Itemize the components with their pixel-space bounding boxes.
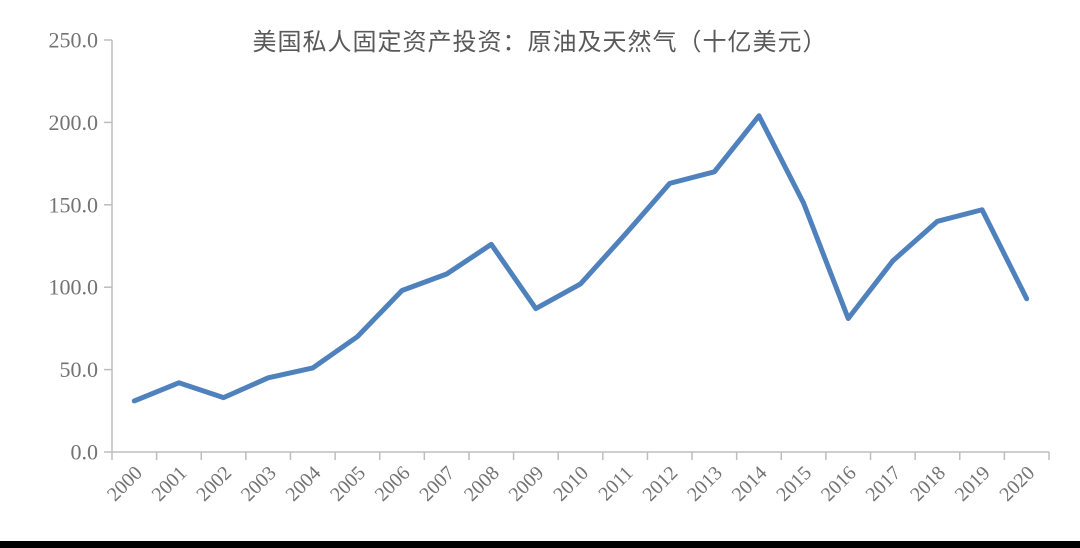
x-tick-label: 2005 bbox=[326, 462, 370, 506]
x-tick-label: 2010 bbox=[549, 462, 593, 506]
y-tick-label: 250.0 bbox=[49, 28, 99, 53]
bottom-divider bbox=[0, 541, 1080, 548]
x-tick-label: 2012 bbox=[638, 462, 682, 506]
x-tick-label: 2007 bbox=[415, 462, 459, 506]
x-tick-label: 2008 bbox=[460, 462, 504, 506]
data-line-series bbox=[131, 113, 1030, 404]
x-tick-label: 2006 bbox=[371, 462, 415, 506]
x-tick-label: 2014 bbox=[728, 462, 772, 506]
x-tick-label: 2001 bbox=[148, 462, 192, 506]
x-tick-label: 2013 bbox=[683, 462, 727, 506]
y-tick-label: 200.0 bbox=[49, 110, 99, 135]
y-tick-label: 0.0 bbox=[71, 440, 99, 465]
y-tick-label: 50.0 bbox=[60, 357, 99, 382]
x-tick-label: 2009 bbox=[505, 462, 549, 506]
y-tick-label: 100.0 bbox=[49, 275, 99, 300]
x-tick-label: 2004 bbox=[281, 462, 325, 506]
x-tick-label: 2019 bbox=[951, 462, 995, 506]
x-tick-label: 2017 bbox=[862, 462, 906, 506]
x-tick-label: 2000 bbox=[103, 462, 147, 506]
x-tick-label: 2018 bbox=[906, 462, 950, 506]
x-tick-label: 2011 bbox=[594, 462, 637, 505]
x-tick-label: 2002 bbox=[192, 462, 236, 506]
x-tick-label: 2015 bbox=[772, 462, 816, 506]
x-tick-label: 2016 bbox=[817, 462, 861, 506]
y-tick-label: 150.0 bbox=[49, 192, 99, 217]
x-tick-label: 2020 bbox=[995, 462, 1039, 506]
x-tick-label: 2003 bbox=[237, 462, 281, 506]
